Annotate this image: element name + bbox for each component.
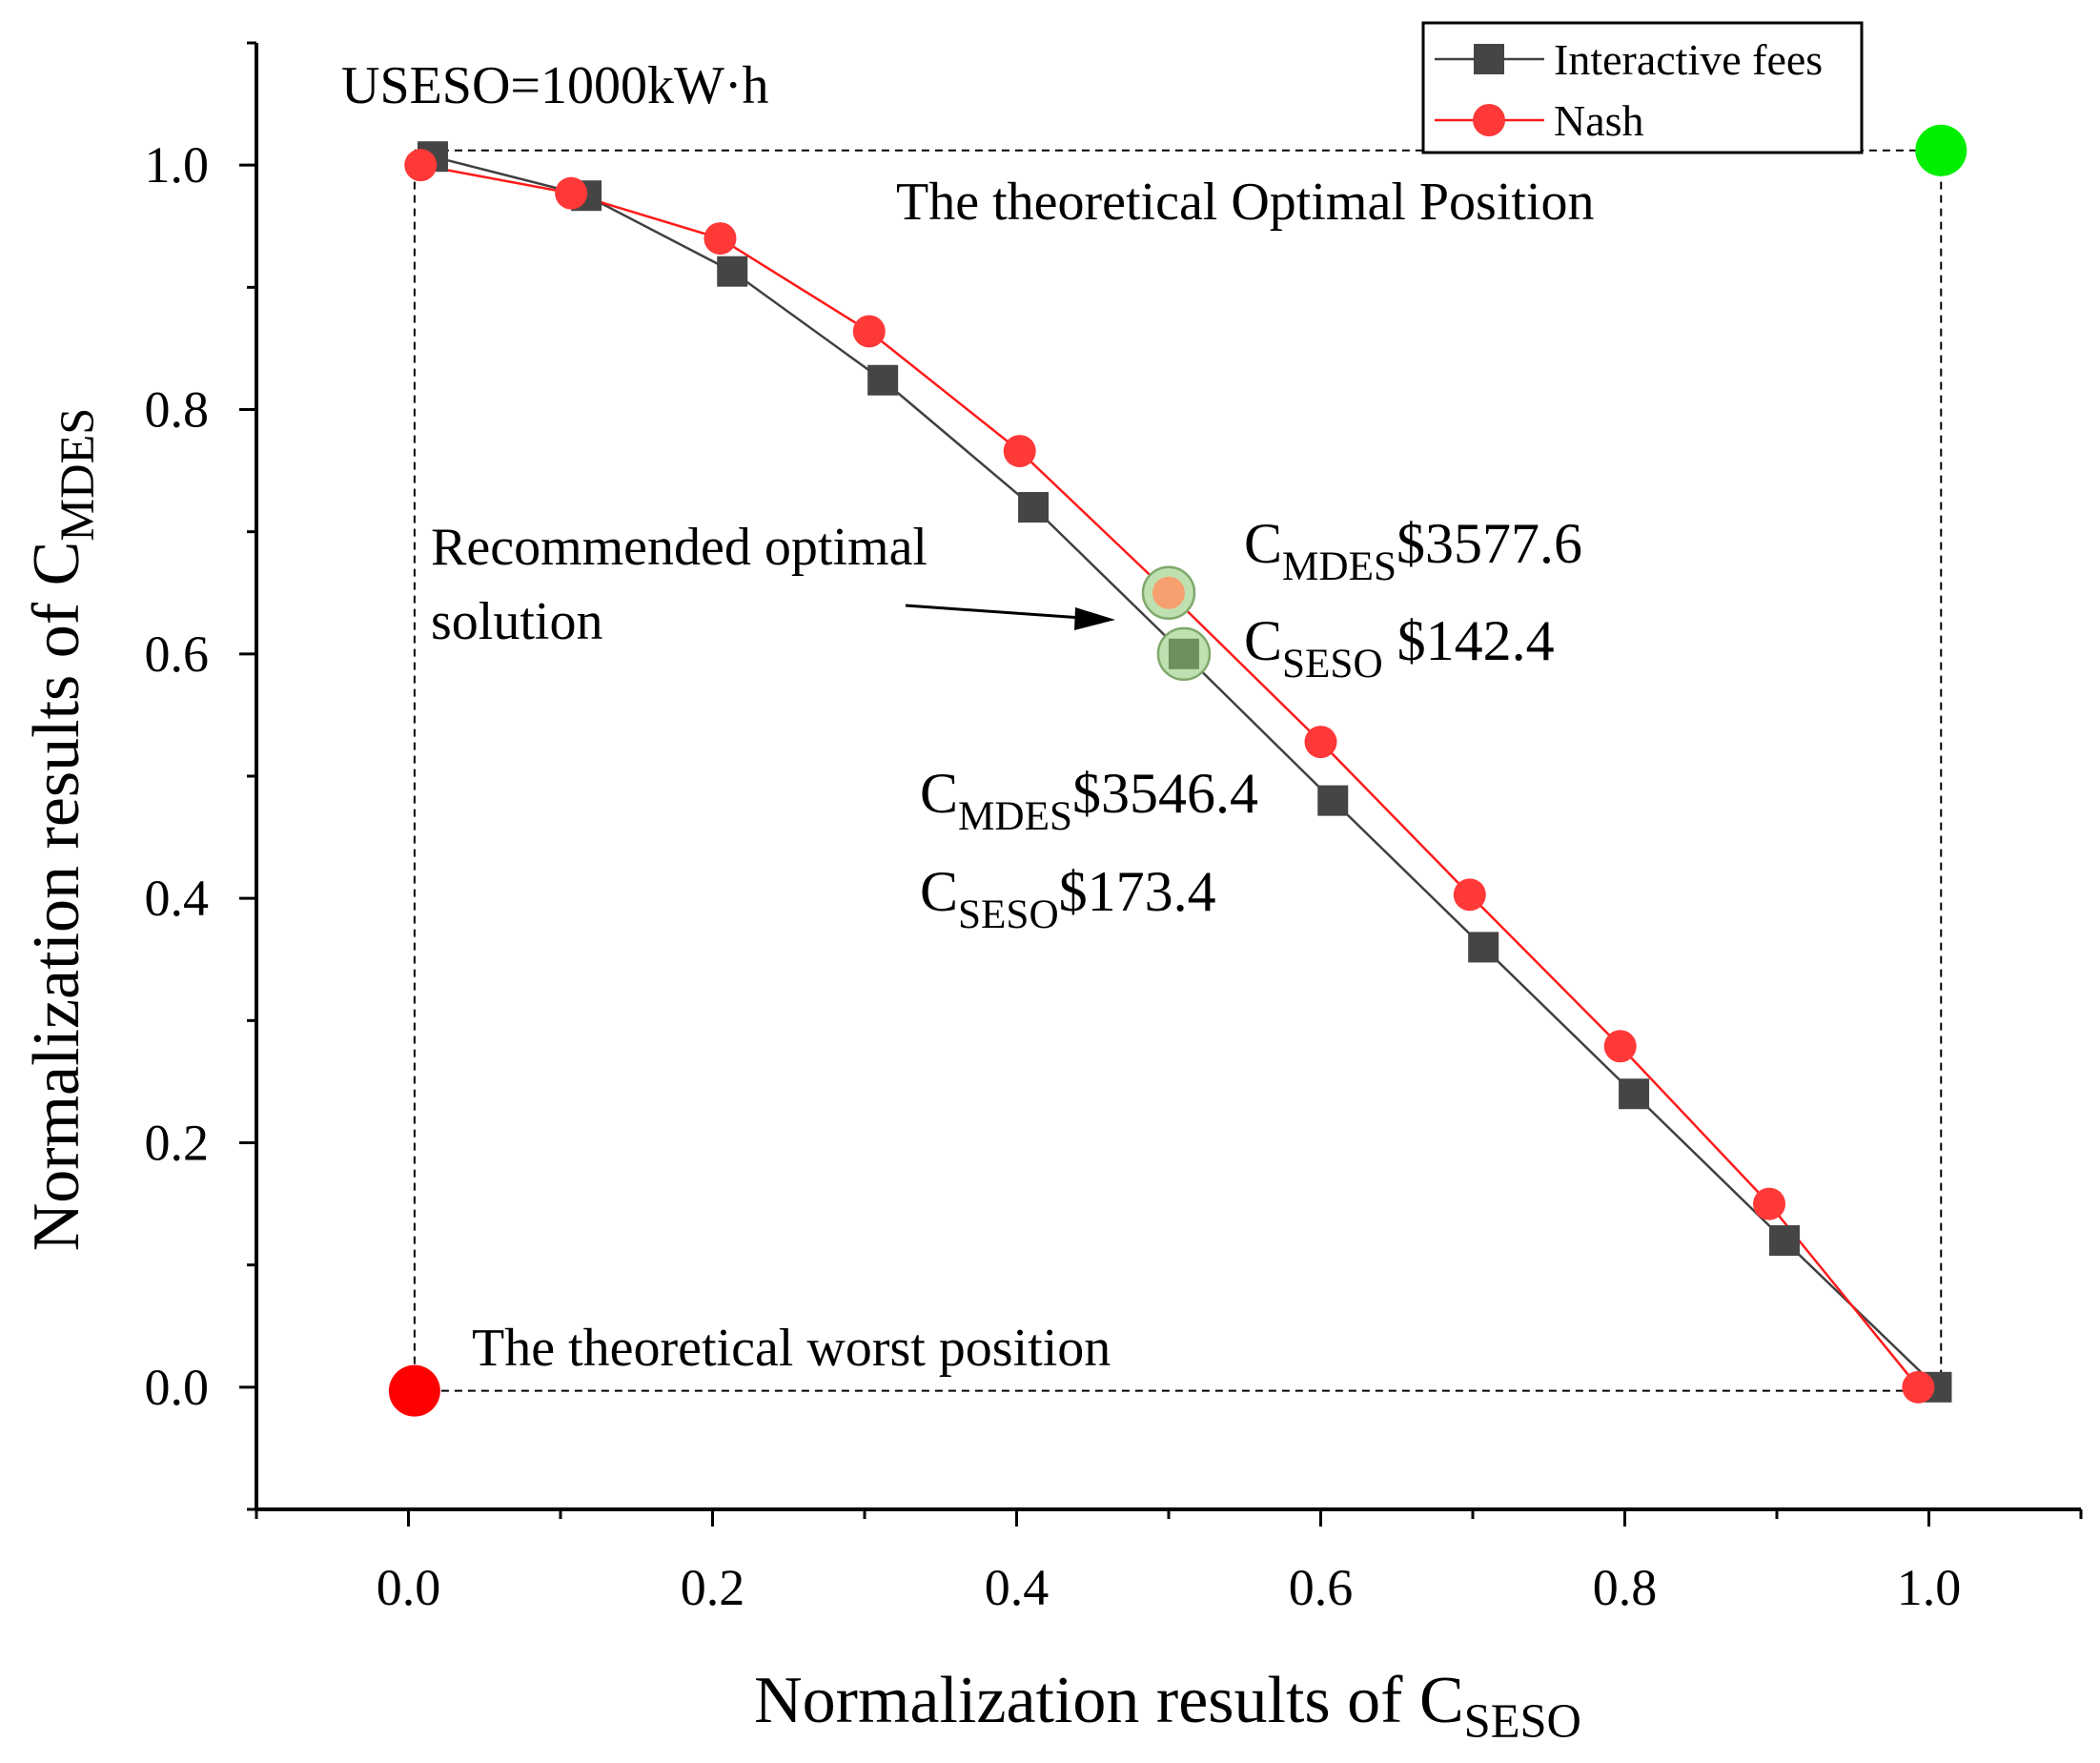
useso-label: USESO=1000kW·h bbox=[341, 56, 768, 115]
points-layer bbox=[388, 124, 1967, 1417]
data-point-interactive-fees bbox=[717, 256, 748, 287]
y-tick-label: 0.2 bbox=[145, 1115, 210, 1172]
reference-point-optimal bbox=[1915, 124, 1967, 176]
x-tick-label: 0.8 bbox=[1593, 1559, 1658, 1616]
fees-cseso-annotation: CSESO$173.4 bbox=[920, 860, 1216, 937]
legend-marker-nash bbox=[1473, 104, 1505, 136]
y-tick-label: 0.6 bbox=[145, 625, 210, 683]
series-layer bbox=[404, 141, 1952, 1404]
optimal-position-label: The theoretical Optimal Position bbox=[896, 173, 1595, 232]
ticks-layer: 0.0 0.2 0.4 0.6 0.8 1.0 0.0 0.2 0.4 0.6 0.8 1.0 bbox=[145, 41, 2083, 1616]
data-point-interactive-fees bbox=[867, 364, 899, 396]
x-axis-title: Normalization results of CSESO bbox=[754, 1664, 1581, 1748]
data-point-interactive-fees bbox=[1768, 1225, 1800, 1257]
data-point-nash bbox=[1453, 878, 1486, 912]
data-point-interactive-fees bbox=[1619, 1078, 1650, 1110]
fees-cmdes-annotation: CMDES$3546.4 bbox=[920, 762, 1258, 839]
x-tick-label: 0.0 bbox=[377, 1559, 441, 1616]
nash-cmdes-annotation: CMDES$3577.6 bbox=[1244, 512, 1582, 589]
y-axis-title-sub: MDES bbox=[51, 408, 104, 542]
data-point-nash bbox=[1902, 1370, 1935, 1404]
data-point-nash bbox=[1003, 435, 1036, 468]
x-tick-label: 0.2 bbox=[681, 1559, 745, 1616]
y-tick-label: 0.0 bbox=[145, 1359, 210, 1416]
data-point-nash bbox=[1304, 726, 1337, 759]
worst-position-label: The theoretical worst position bbox=[472, 1319, 1111, 1378]
data-point-interactive-fees bbox=[1468, 932, 1499, 963]
legend-label-nash: Nash bbox=[1554, 96, 1644, 145]
legend-marker-interactive-fees bbox=[1474, 44, 1504, 74]
legend-label-interactive-fees: Interactive fees bbox=[1554, 35, 1823, 84]
y-tick-label: 0.4 bbox=[145, 870, 210, 927]
y-tick-label: 1.0 bbox=[145, 136, 210, 194]
data-point-nash bbox=[703, 222, 737, 256]
data-point-nash bbox=[555, 176, 588, 210]
x-tick-label: 0.6 bbox=[1289, 1559, 1354, 1616]
y-tick-label: 0.8 bbox=[145, 381, 210, 439]
data-point-nash bbox=[1603, 1030, 1637, 1063]
data-point-nash bbox=[1753, 1187, 1786, 1220]
recommended-label-line2: solution bbox=[431, 592, 602, 651]
recommended-arrowhead bbox=[1074, 607, 1115, 630]
recommended-arrow bbox=[905, 604, 1083, 620]
data-point-nash bbox=[404, 149, 438, 182]
y-axis-title: Normalization results of CMDES bbox=[20, 408, 104, 1252]
x-axis-title-main: Normalization results of C bbox=[754, 1664, 1464, 1737]
recommended-label-line1: Recommended optimal bbox=[431, 518, 928, 577]
y-axis-title-main: Normalization results of C bbox=[20, 542, 93, 1252]
x-tick-label: 1.0 bbox=[1897, 1559, 1962, 1616]
highlight-point-interactive-fees bbox=[1168, 638, 1199, 669]
x-axis-title-sub: SESO bbox=[1464, 1694, 1581, 1748]
data-point-interactive-fees bbox=[1317, 785, 1349, 816]
legend: Interactive fees Nash bbox=[1421, 21, 1864, 154]
highlight-point-nash bbox=[1152, 576, 1185, 609]
reference-point-worst bbox=[388, 1364, 440, 1417]
nash-cseso-annotation: CSESO $142.4 bbox=[1244, 609, 1555, 687]
data-point-interactive-fees bbox=[1018, 492, 1050, 523]
data-point-nash bbox=[852, 315, 886, 348]
x-tick-label: 0.4 bbox=[985, 1559, 1050, 1616]
